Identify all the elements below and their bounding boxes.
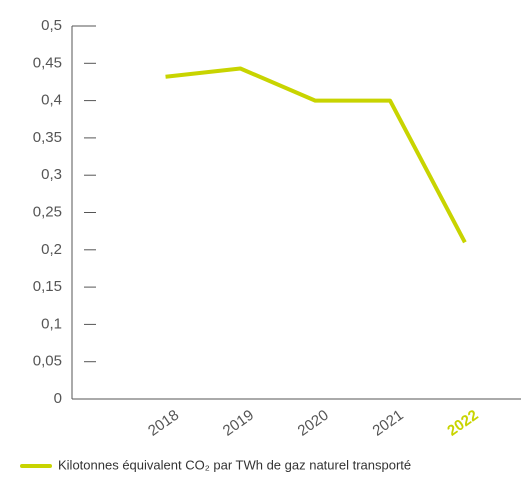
y-tick-label: 0 <box>54 390 62 407</box>
y-tick-label: 0,3 <box>41 166 62 183</box>
x-tick-label: 2018 <box>145 407 182 440</box>
line <box>165 66 467 244</box>
y-tick-label: 0,2 <box>41 241 62 258</box>
y-tick-label: 0,05 <box>33 353 62 370</box>
x-tick-label: 2019 <box>220 407 257 440</box>
x-tick-label: 2022 <box>444 407 481 440</box>
y-tick-label: 0,4 <box>41 92 62 109</box>
y-tick-label: 0,5 <box>41 17 62 34</box>
x-tick-label: 2021 <box>370 407 407 440</box>
y-tick-label: 0,15 <box>33 278 62 295</box>
y-tick-label: 0,45 <box>33 54 62 71</box>
y-tick-label: 0,35 <box>33 129 62 146</box>
y-tick-label: 0,25 <box>33 203 62 220</box>
y-tick-label: 0,1 <box>41 315 62 332</box>
x-tick-label: 2020 <box>295 407 332 440</box>
legend-label: Kilotonnes équivalent CO₂ par TWh de gaz… <box>58 457 411 472</box>
